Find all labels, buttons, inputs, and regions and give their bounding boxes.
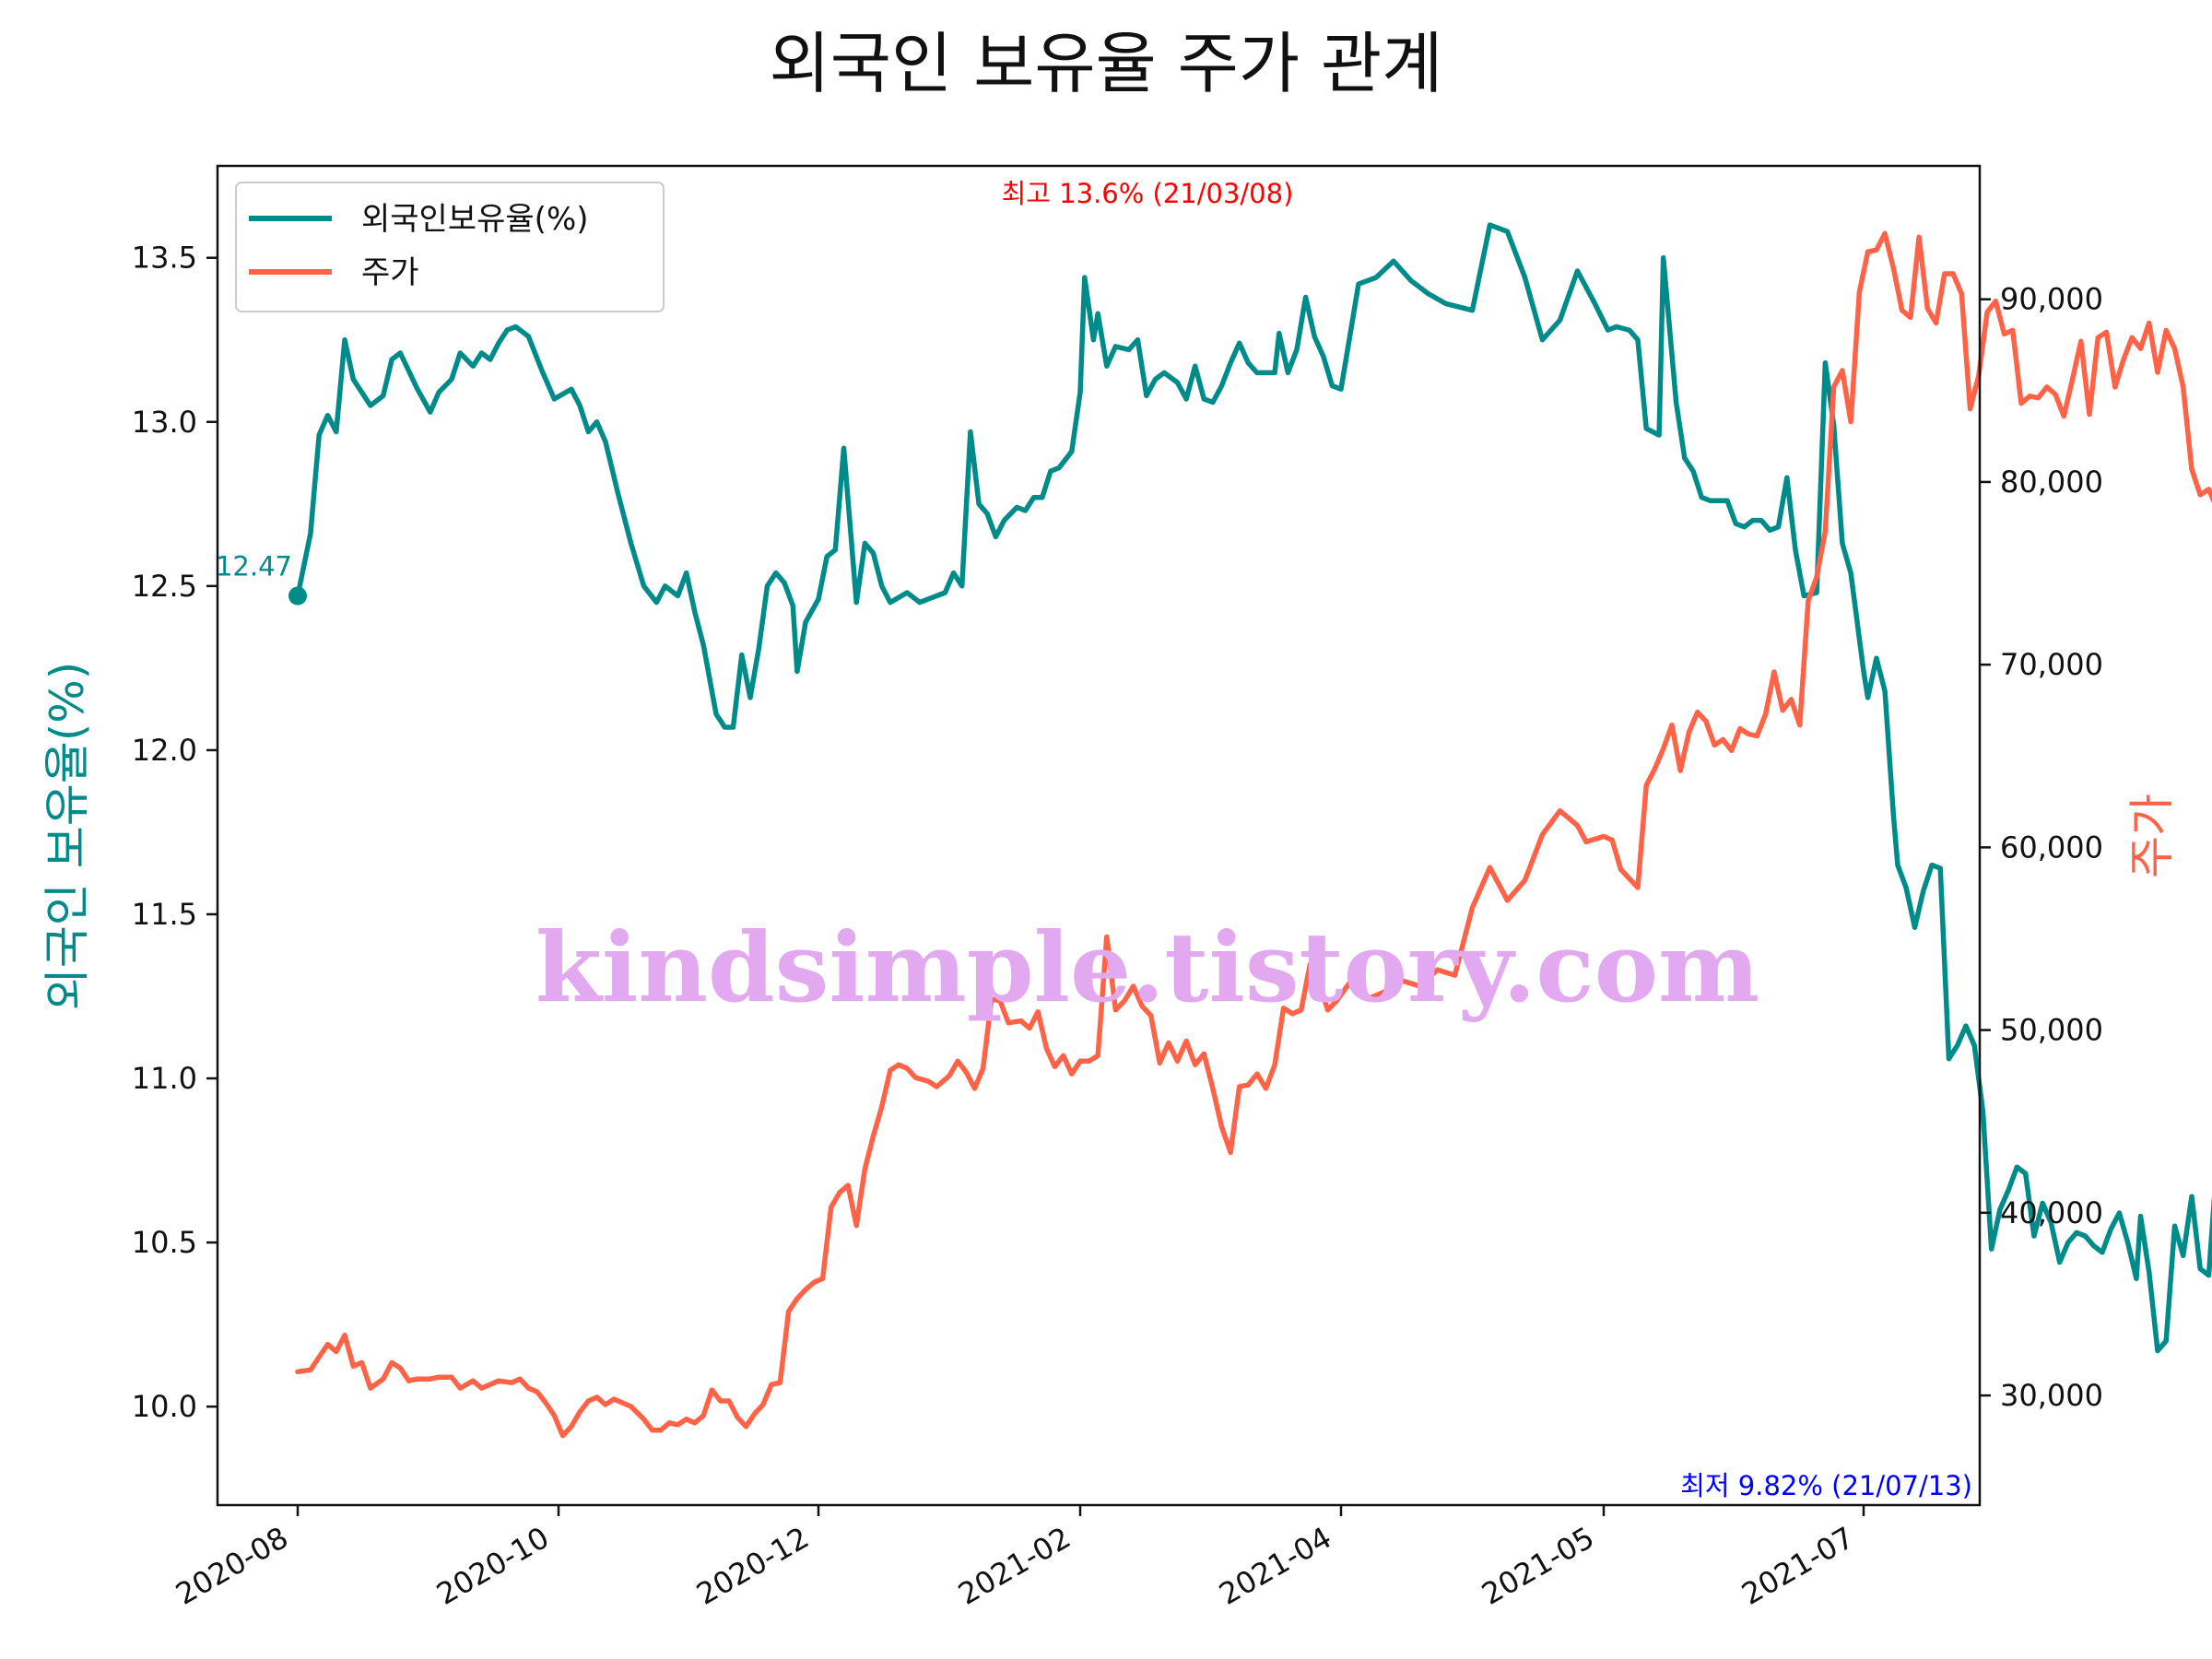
- right-y-tick-label: 90,000: [2000, 282, 2103, 317]
- start-value-marker: [288, 586, 307, 606]
- left-y-tick-label: 13.0: [132, 405, 197, 440]
- x-tick-label: 2021-07: [1735, 1520, 1860, 1612]
- left-y-tick-label: 10.5: [132, 1225, 197, 1260]
- left-y-tick-label: 10.0: [132, 1389, 197, 1424]
- left-y-axis: 10.0 10.5 11.0 11.5 12.0 12.5 13.0 13.5: [132, 241, 218, 1424]
- x-tick-label: 2021-05: [1476, 1520, 1600, 1612]
- legend: 외국인보유율(%) 주가: [235, 182, 665, 312]
- right-y-tick-label: 50,000: [2000, 1013, 2103, 1048]
- legend-label-price: 주가: [361, 254, 419, 291]
- plot-frame: [216, 164, 1982, 1507]
- series-line-price: [295, 230, 2212, 1439]
- max-annotation: 최고 13.6% (21/03/08): [1002, 178, 1294, 209]
- left-y-tick-label: 13.5: [132, 241, 197, 276]
- x-axis: 2020-08 2020-10 2020-12 2021-02 2021-04 2021-…: [170, 1505, 1865, 1612]
- left-y-tick-label: 12.0: [132, 733, 197, 768]
- x-tick-label: 2020-10: [430, 1520, 555, 1612]
- x-tick-label: 2020-12: [690, 1520, 815, 1612]
- watermark-text: kindsimple.tistory.com: [535, 911, 1759, 1024]
- series-line-foreign-ratio: [295, 222, 2212, 1354]
- min-annotation: 최저 9.82% (21/07/13): [1680, 1470, 1972, 1501]
- left-axis-label: 외국인 보유율(%): [41, 662, 94, 1010]
- legend-box: [235, 182, 665, 312]
- start-value-label: 12.47: [216, 551, 292, 582]
- chart-title: 외국인 보유율 주가 관계: [769, 25, 1442, 102]
- right-y-tick-label: 60,000: [2000, 830, 2103, 865]
- left-series-layer: [295, 222, 2212, 1354]
- right-y-tick-label: 40,000: [2000, 1195, 2103, 1230]
- x-tick-label: 2020-08: [170, 1520, 294, 1612]
- right-y-tick-label: 30,000: [2000, 1378, 2103, 1413]
- left-y-tick-label: 11.0: [132, 1061, 197, 1096]
- x-tick-label: 2021-04: [1213, 1520, 1337, 1612]
- legend-label-foreign-ratio: 외국인보유율(%): [361, 201, 589, 238]
- right-y-tick-label: 70,000: [2000, 647, 2103, 682]
- right-y-axis: 30,000 40,000 50,000 60,000 70,000 80,000 90,0…: [1980, 282, 2103, 1413]
- right-series-layer: [295, 230, 2212, 1439]
- left-y-tick-label: 11.5: [132, 897, 197, 932]
- right-axis-label: 주가: [2125, 794, 2179, 878]
- plot-area: [218, 166, 1980, 1505]
- x-tick-label: 2021-02: [952, 1520, 1077, 1612]
- annotations-layer: 12.4710.14최고 13.6% (21/03/08)최저 9.82% (2…: [216, 178, 1972, 1501]
- right-y-tick-label: 80,000: [2000, 465, 2103, 500]
- left-y-tick-label: 12.5: [132, 569, 197, 604]
